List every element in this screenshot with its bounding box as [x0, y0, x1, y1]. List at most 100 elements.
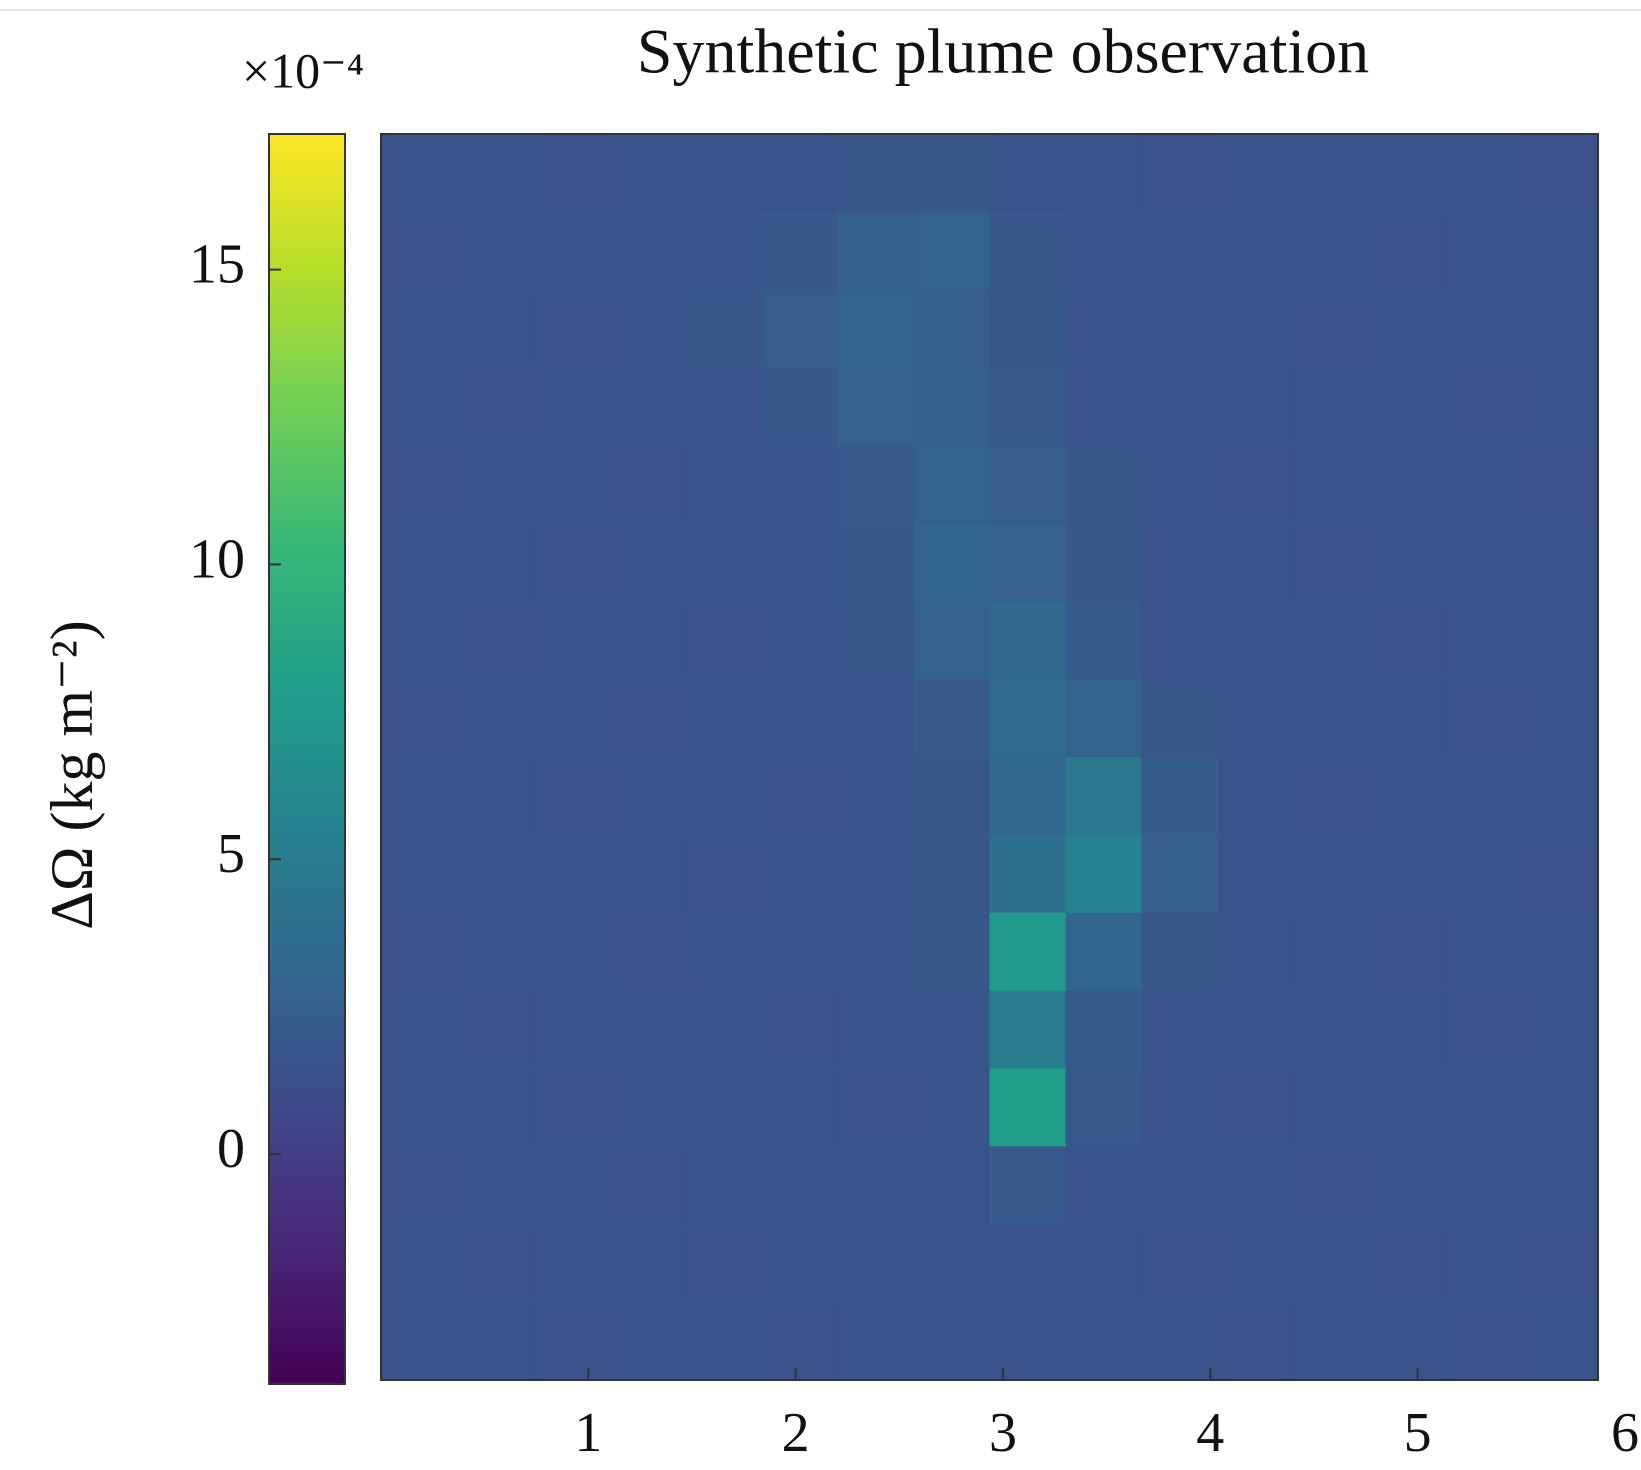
heatmap-cell — [837, 445, 915, 524]
heatmap-cell — [1293, 523, 1371, 602]
heatmap-cell — [533, 1146, 610, 1225]
heatmap-cell — [913, 445, 991, 524]
heatmap-cell — [913, 211, 991, 291]
heatmap-cell — [381, 601, 458, 680]
heatmap-cell — [1369, 834, 1447, 914]
heatmap-cell — [761, 1146, 838, 1225]
heatmap-cell — [913, 1224, 991, 1303]
heatmap-cell — [1065, 445, 1143, 524]
heatmap-cell — [1445, 990, 1523, 1070]
heatmap-cell — [1141, 1224, 1219, 1303]
heatmap-cell — [913, 1068, 991, 1147]
heatmap-cell — [913, 601, 991, 680]
heatmap-cell — [1065, 679, 1143, 758]
heatmap-cell — [989, 834, 1067, 914]
heatmap-cell — [1369, 211, 1447, 291]
heatmap-cell — [1521, 445, 1599, 524]
heatmap-cell — [1065, 757, 1143, 836]
heatmap-cell — [989, 679, 1067, 758]
colorbar-tick-label: 0 — [217, 1118, 245, 1180]
heatmap-cell — [1217, 289, 1295, 369]
heatmap-cell — [1141, 134, 1219, 213]
heatmap-cell — [685, 834, 762, 914]
heatmap-cell — [1293, 289, 1371, 369]
heatmap-cell — [1141, 211, 1219, 291]
heatmap-cell — [1065, 523, 1143, 602]
heatmap-cell — [685, 601, 762, 680]
heatmap-cell — [1217, 1224, 1295, 1303]
heatmap-cell — [837, 834, 915, 914]
heatmap-cell — [837, 990, 915, 1070]
heatmap-cell — [457, 134, 534, 213]
heatmap-cell — [1065, 990, 1143, 1070]
heatmap-cell — [913, 912, 991, 992]
heatmap-cell — [989, 289, 1067, 369]
heatmap-cell — [1369, 289, 1447, 369]
heatmap-cell — [1141, 1146, 1219, 1225]
heatmap-cell — [1521, 1224, 1599, 1303]
heatmap-cell — [1065, 1302, 1143, 1381]
colorbar-label: ΔΩ (kg m⁻²) — [39, 620, 105, 929]
heatmap-cell — [609, 1302, 686, 1381]
heatmap-cell — [1445, 523, 1523, 602]
heatmap-cell — [837, 1224, 915, 1303]
heatmap-cell — [609, 601, 686, 680]
heatmap-cell — [533, 523, 610, 602]
heatmap-cell — [1521, 134, 1599, 213]
heatmap-cell — [1065, 367, 1143, 447]
heatmap-cell — [1141, 1302, 1219, 1381]
heatmap-cell — [685, 912, 762, 992]
heatmap-cell — [609, 757, 686, 836]
heatmap-cell — [1141, 990, 1219, 1070]
heatmap-cell — [609, 523, 686, 602]
heatmap-cell — [1293, 912, 1371, 992]
heatmap-cell — [1293, 211, 1371, 291]
heatmap-cell — [761, 757, 838, 836]
heatmap-cell — [1065, 1224, 1143, 1303]
heatmap-cell — [837, 134, 915, 213]
heatmap-cell — [1217, 445, 1295, 524]
heatmap-cell — [1217, 1302, 1295, 1381]
heatmap-cell — [1445, 679, 1523, 758]
heatmap-cell — [1141, 523, 1219, 602]
heatmap-cell — [1445, 1302, 1523, 1381]
heatmap-cell — [533, 601, 610, 680]
heatmap-cell — [1521, 990, 1599, 1070]
heatmap-cell — [837, 289, 915, 369]
heatmap-cell — [989, 134, 1067, 213]
heatmap-cell — [1369, 912, 1447, 992]
heatmap-cell — [913, 757, 991, 836]
heatmap-cell — [685, 1302, 762, 1381]
heatmap-cell — [989, 601, 1067, 680]
heatmap-cell — [381, 757, 458, 836]
heatmap-cell — [609, 679, 686, 758]
heatmap-cell — [1293, 445, 1371, 524]
heatmap-cell — [1217, 523, 1295, 602]
heatmap-cell — [381, 679, 458, 758]
heatmap-cell — [685, 990, 762, 1070]
heatmap-cell — [1521, 834, 1599, 914]
heatmap-cell — [1521, 523, 1599, 602]
heatmap-cell — [457, 1302, 534, 1381]
heatmap-cell — [685, 445, 762, 524]
heatmap-cell — [685, 523, 762, 602]
heatmap-cell — [913, 1146, 991, 1225]
heatmap-cell — [457, 679, 534, 758]
heatmap-cell — [381, 1068, 458, 1147]
heatmap-cell — [533, 990, 610, 1070]
heatmap-cell — [761, 601, 838, 680]
heatmap-cell — [1445, 211, 1523, 291]
heatmap-cell — [761, 367, 838, 447]
colorbar-tick-label: 5 — [217, 823, 245, 885]
heatmap-cell — [761, 289, 838, 369]
heatmap-cell — [989, 1302, 1067, 1381]
colorbar-tick-label: 10 — [189, 528, 245, 590]
heatmap-cell — [913, 134, 991, 213]
heatmap-cell — [533, 757, 610, 836]
heatmap-cell — [837, 679, 915, 758]
heatmap-cell — [457, 990, 534, 1070]
heatmap-cell — [457, 1068, 534, 1147]
heatmap-cell — [1065, 912, 1143, 992]
heatmap-cell — [761, 1302, 838, 1381]
